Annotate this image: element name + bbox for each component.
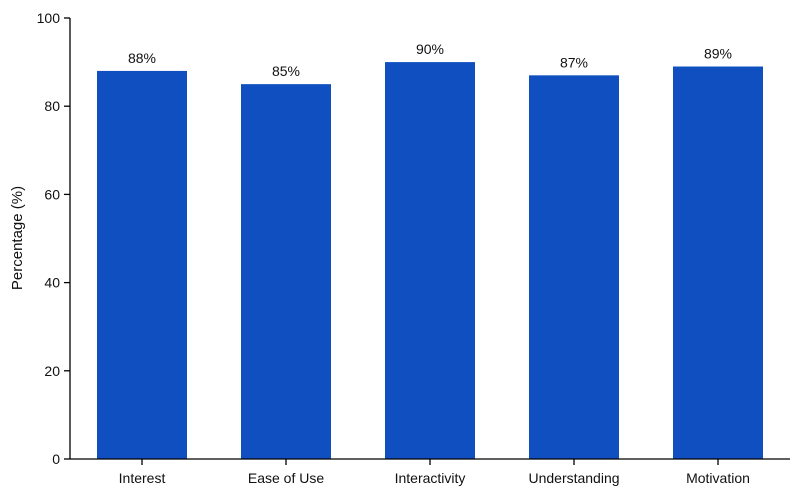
- axes-layer: Interest Ease of Use Interactivity Understa…: [37, 10, 790, 486]
- data-labels-layer: 88% 85% 90% 87% 89%: [128, 41, 732, 79]
- x-tick-label: Motivation: [686, 470, 750, 486]
- x-tick-label: Understanding: [528, 470, 619, 486]
- bars-layer: [97, 62, 763, 460]
- data-label: 87%: [560, 54, 588, 70]
- y-tick-label: 80: [44, 98, 60, 114]
- bar-motivation: [673, 66, 763, 459]
- data-label: 89%: [704, 46, 732, 62]
- bar-interactivity: [385, 62, 475, 459]
- y-tick-label: 60: [44, 186, 60, 202]
- y-axis-title: Percentage (%): [9, 186, 26, 290]
- bar-ease-of-use: [241, 84, 331, 460]
- y-tick-label: 20: [44, 363, 60, 379]
- y-tick-label: 0: [52, 451, 60, 467]
- x-tick-label: Ease of Use: [248, 470, 324, 486]
- data-label: 90%: [416, 41, 444, 57]
- bar-interest: [97, 70, 187, 460]
- x-tick-label: Interest: [119, 470, 166, 486]
- y-tick-label: 100: [37, 10, 61, 26]
- data-label: 88%: [128, 50, 156, 66]
- x-tick-label: Interactivity: [395, 470, 466, 486]
- data-label: 85%: [272, 63, 300, 79]
- bar-understanding: [529, 75, 619, 459]
- y-tick-label: 40: [44, 275, 60, 291]
